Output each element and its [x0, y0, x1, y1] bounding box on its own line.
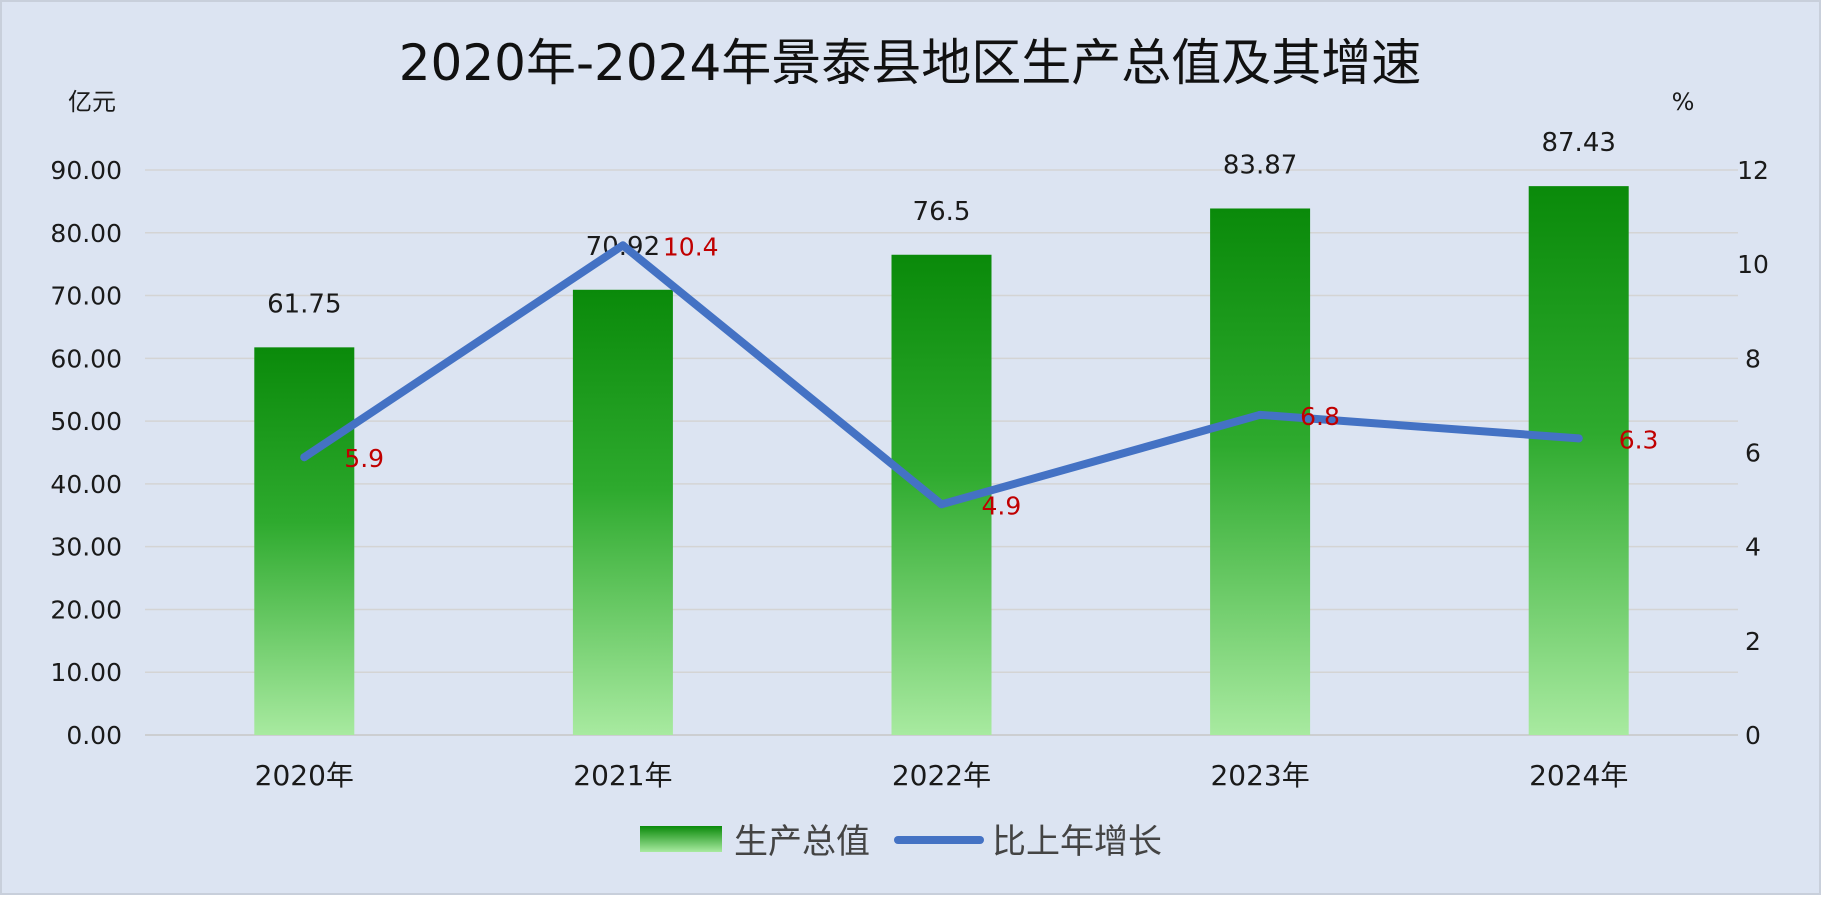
bar-data-label: 87.43: [1541, 128, 1615, 158]
line-data-label: 6.8: [1300, 402, 1340, 431]
y-right-tick-label: 10: [1737, 250, 1769, 279]
y-left-tick-label: 90.00: [50, 156, 122, 185]
y-right-axis-ticks: 0 2 4 6 8 10 12: [1737, 156, 1769, 750]
legend-label-bar: 生产总值: [734, 822, 870, 862]
legend-swatch-bar: [640, 826, 722, 852]
line-data-label: 5.9: [344, 444, 384, 473]
line-point: [618, 241, 627, 250]
bar-data-label: 76.5: [913, 197, 971, 227]
y-left-tick-label: 10.00: [50, 658, 122, 687]
x-tick-label: 2020年: [255, 759, 354, 792]
bar: [1528, 186, 1629, 735]
line-data-label: 10.4: [663, 232, 719, 261]
y-left-tick-label: 60.00: [50, 344, 122, 373]
bar: [1210, 208, 1311, 735]
line-point: [1256, 410, 1265, 419]
y-right-tick-label: 0: [1745, 721, 1761, 750]
legend: 生产总值 比上年增长: [640, 822, 1162, 862]
y-right-tick-label: 2: [1745, 627, 1761, 656]
y-left-tick-label: 20.00: [50, 595, 122, 624]
x-tick-label: 2022年: [892, 759, 991, 792]
line-point: [937, 500, 946, 509]
x-tick-label: 2021年: [573, 759, 672, 792]
y-right-unit: %: [1672, 88, 1695, 116]
bar-series: [254, 186, 1629, 735]
bar-data-label: 83.87: [1223, 150, 1297, 180]
line-series: [300, 241, 1583, 509]
y-left-tick-label: 40.00: [50, 470, 122, 499]
bar-data-label: 61.75: [267, 289, 341, 319]
line-data-label: 6.3: [1619, 425, 1659, 454]
legend-label-line: 比上年增长: [992, 822, 1162, 862]
x-tick-label: 2023年: [1210, 759, 1309, 792]
x-axis-ticks: 2020年 2021年 2022年 2023年 2024年: [255, 759, 1629, 792]
y-right-tick-label: 6: [1745, 439, 1761, 468]
line-data-labels: 5.9 10.4 4.9 6.8 6.3: [344, 232, 1658, 520]
y-left-unit: 亿元: [68, 88, 116, 116]
y-left-tick-label: 80.00: [50, 219, 122, 248]
y-left-tick-label: 0.00: [66, 721, 122, 750]
x-tick-label: 2024年: [1529, 759, 1628, 792]
y-right-tick-label: 4: [1745, 533, 1761, 562]
y-left-tick-label: 50.00: [50, 407, 122, 436]
y-left-tick-label: 30.00: [50, 533, 122, 562]
line-point: [300, 453, 309, 462]
y-right-tick-label: 8: [1745, 344, 1761, 373]
line-point: [1574, 434, 1583, 443]
bar: [254, 347, 355, 735]
chart-title: 2020年-2024年景泰县地区生产总值及其增速: [399, 34, 1422, 92]
gridlines: [145, 169, 1738, 736]
y-left-tick-label: 70.00: [50, 282, 122, 311]
y-left-axis-ticks: 0.00 10.00 20.00 30.00 40.00 50.00 60.00 70.00 8…: [50, 156, 122, 750]
bar: [572, 289, 673, 735]
y-right-tick-label: 12: [1737, 156, 1769, 185]
line-data-label: 4.9: [982, 491, 1022, 520]
